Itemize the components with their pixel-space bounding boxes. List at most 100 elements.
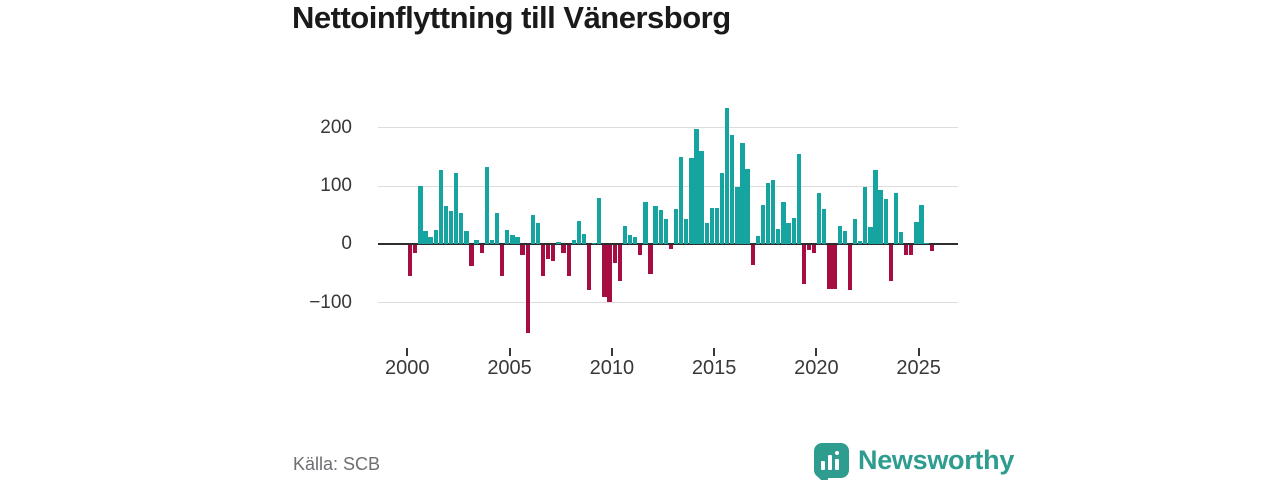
bar-2011-Q1[interactable] bbox=[632, 237, 638, 245]
bar-2014-Q1[interactable] bbox=[694, 129, 699, 245]
bar-2017-Q2[interactable] bbox=[760, 204, 766, 245]
bar-2008-Q1[interactable] bbox=[571, 239, 576, 245]
bar-2023-Q3[interactable] bbox=[888, 245, 893, 282]
bar-2004-Q2[interactable] bbox=[494, 213, 500, 245]
bar-2013-Q3[interactable] bbox=[684, 218, 689, 245]
bar-2019-Q4[interactable] bbox=[811, 245, 817, 253]
bar-2004-Q1[interactable] bbox=[489, 239, 495, 245]
bar-2024-Q1[interactable] bbox=[898, 232, 904, 245]
bar-2000-Q3[interactable] bbox=[418, 186, 423, 245]
bar-2004-Q3[interactable] bbox=[500, 245, 505, 276]
bar-2013-Q1[interactable] bbox=[673, 209, 679, 245]
bar-2006-Q3[interactable] bbox=[540, 245, 546, 276]
bar-2015-Q4[interactable] bbox=[730, 135, 735, 245]
bar-2003-Q3[interactable] bbox=[479, 245, 484, 253]
bar-2017-Q1[interactable] bbox=[755, 235, 760, 245]
bar-2006-Q2[interactable] bbox=[535, 222, 541, 245]
bar-2014-Q4[interactable] bbox=[709, 207, 714, 245]
bar-2024-Q4[interactable] bbox=[914, 222, 919, 245]
bar-2002-Q4[interactable] bbox=[464, 231, 469, 245]
bar-2021-Q1[interactable] bbox=[837, 225, 842, 245]
bar-2008-Q4[interactable] bbox=[586, 245, 592, 291]
bar-2009-Q2[interactable] bbox=[597, 197, 602, 245]
bar-2013-Q4[interactable] bbox=[689, 157, 694, 245]
bar-2009-Q4[interactable] bbox=[607, 245, 612, 302]
bar-2009-Q1[interactable] bbox=[592, 243, 597, 245]
bar-2020-Q2[interactable] bbox=[822, 208, 827, 245]
bar-2025-Q1[interactable] bbox=[919, 205, 924, 245]
bar-2018-Q4[interactable] bbox=[791, 217, 796, 245]
bar-2020-Q3[interactable] bbox=[827, 245, 832, 289]
bar-2012-Q2[interactable] bbox=[658, 209, 663, 245]
bar-2010-Q3[interactable] bbox=[622, 226, 628, 245]
bar-2017-Q4[interactable] bbox=[771, 180, 776, 245]
bar-2019-Q2[interactable] bbox=[801, 245, 807, 284]
bar-2003-Q2[interactable] bbox=[474, 239, 479, 245]
bar-2006-Q4[interactable] bbox=[546, 245, 551, 260]
bar-2023-Q1[interactable] bbox=[878, 189, 883, 245]
bar-2008-Q2[interactable] bbox=[576, 221, 582, 245]
bar-2001-Q4[interactable] bbox=[443, 206, 449, 245]
bar-2001-Q2[interactable] bbox=[433, 229, 438, 245]
bar-2005-Q1[interactable] bbox=[510, 234, 515, 245]
bar-2023-Q4[interactable] bbox=[893, 193, 899, 245]
bar-2003-Q4[interactable] bbox=[484, 167, 489, 245]
bar-2015-Q1[interactable] bbox=[714, 207, 720, 245]
newsworthy-logo[interactable]: Newsworthy bbox=[814, 440, 1014, 480]
bar-2015-Q2[interactable] bbox=[719, 173, 725, 245]
bar-2018-Q2[interactable] bbox=[781, 202, 786, 245]
bar-2015-Q3[interactable] bbox=[725, 108, 730, 245]
bar-2010-Q4[interactable] bbox=[627, 234, 633, 245]
bar-2007-Q3[interactable] bbox=[561, 245, 566, 253]
bar-2012-Q3[interactable] bbox=[663, 218, 668, 245]
bar-2011-Q4[interactable] bbox=[648, 245, 653, 275]
bar-2005-Q2[interactable] bbox=[515, 237, 520, 245]
bar-2002-Q2[interactable] bbox=[454, 173, 459, 245]
bar-2016-Q4[interactable] bbox=[750, 245, 755, 266]
bar-2022-Q3[interactable] bbox=[868, 227, 873, 245]
bar-2009-Q3[interactable] bbox=[602, 245, 607, 298]
bar-2021-Q4[interactable] bbox=[852, 218, 858, 245]
bar-2025-Q3[interactable] bbox=[929, 245, 934, 251]
bar-2000-Q1[interactable] bbox=[408, 245, 413, 276]
bar-2011-Q3[interactable] bbox=[643, 201, 648, 245]
bar-2021-Q2[interactable] bbox=[842, 231, 847, 245]
bar-2008-Q3[interactable] bbox=[581, 233, 587, 245]
bar-2001-Q1[interactable] bbox=[428, 237, 433, 245]
bar-2010-Q2[interactable] bbox=[617, 245, 622, 282]
bar-2019-Q3[interactable] bbox=[806, 245, 812, 250]
bar-2007-Q2[interactable] bbox=[556, 241, 561, 245]
bar-2003-Q1[interactable] bbox=[469, 245, 474, 266]
bar-2012-Q4[interactable] bbox=[668, 245, 674, 250]
bar-2019-Q1[interactable] bbox=[796, 153, 801, 245]
bar-2024-Q2[interactable] bbox=[904, 245, 909, 256]
bar-2023-Q2[interactable] bbox=[883, 199, 888, 245]
bar-2004-Q4[interactable] bbox=[505, 229, 510, 245]
bar-2017-Q3[interactable] bbox=[765, 182, 771, 245]
bar-2001-Q3[interactable] bbox=[438, 169, 443, 245]
bar-2002-Q1[interactable] bbox=[448, 211, 454, 245]
bar-2022-Q4[interactable] bbox=[873, 169, 878, 245]
bar-2007-Q4[interactable] bbox=[566, 245, 571, 277]
bar-2018-Q1[interactable] bbox=[776, 229, 781, 245]
bar-2013-Q2[interactable] bbox=[679, 157, 684, 245]
bar-2020-Q1[interactable] bbox=[817, 193, 822, 245]
bar-2011-Q2[interactable] bbox=[638, 245, 643, 255]
bar-2002-Q3[interactable] bbox=[459, 213, 464, 245]
bar-2021-Q3[interactable] bbox=[847, 245, 853, 291]
bar-2020-Q4[interactable] bbox=[832, 245, 837, 289]
bar-2005-Q4[interactable] bbox=[525, 245, 530, 333]
bar-2018-Q3[interactable] bbox=[786, 222, 791, 245]
bar-2005-Q3[interactable] bbox=[520, 245, 525, 255]
bar-2006-Q1[interactable] bbox=[530, 214, 536, 245]
bar-2025-Q2[interactable] bbox=[924, 243, 929, 245]
bar-2014-Q3[interactable] bbox=[704, 223, 709, 245]
bar-2016-Q3[interactable] bbox=[745, 168, 750, 245]
bar-2016-Q2[interactable] bbox=[740, 143, 745, 245]
bar-2007-Q1[interactable] bbox=[551, 245, 556, 261]
bar-2022-Q2[interactable] bbox=[863, 187, 868, 245]
bar-2022-Q1[interactable] bbox=[857, 240, 863, 245]
bar-2012-Q1[interactable] bbox=[653, 206, 658, 245]
bar-2014-Q2[interactable] bbox=[699, 151, 704, 245]
bar-2010-Q1[interactable] bbox=[612, 245, 617, 263]
